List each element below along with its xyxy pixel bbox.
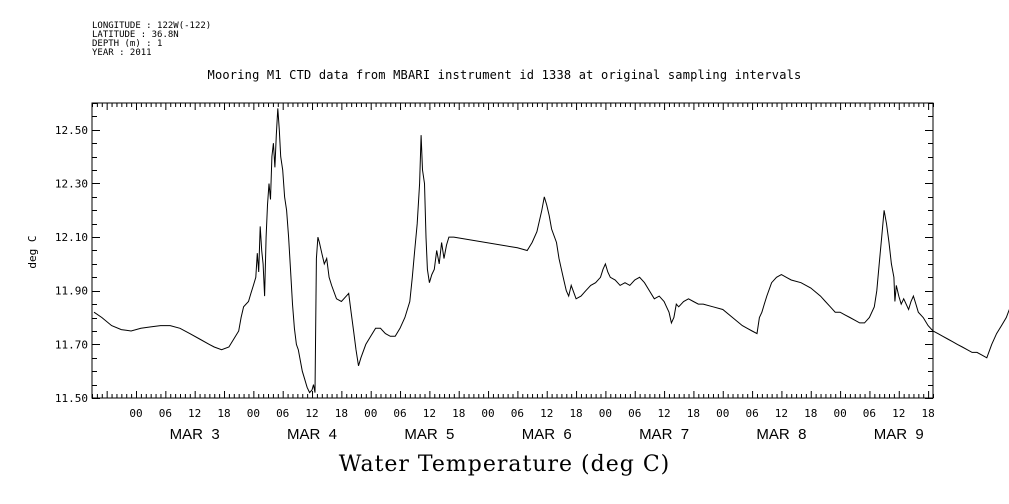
x-tick-label: 12 [188, 407, 201, 420]
day-label: MAR 7 [639, 426, 689, 443]
chart-title: Mooring M1 CTD data from MBARI instrumen… [207, 68, 802, 82]
x-tick-label: 12 [423, 407, 436, 420]
x-tick-label: 00 [247, 407, 260, 420]
day-label: MAR 6 [522, 426, 572, 443]
day-label: MAR 9 [874, 426, 924, 443]
longitude-text: LONGITUDE : 122W(-122) [92, 21, 212, 31]
x-tick-label: 00 [599, 407, 612, 420]
x-tick-label: 06 [393, 407, 406, 420]
y-tick-label: 11.70 [55, 338, 88, 351]
day-label: MAR 8 [756, 426, 806, 443]
year-text: YEAR : 2011 [92, 48, 152, 58]
x-tick-label: 18 [335, 407, 348, 420]
temperature-series-line [93, 108, 1009, 394]
x-tick-label: 06 [276, 407, 289, 420]
x-tick-label: 00 [833, 407, 846, 420]
day-label: MAR 3 [170, 426, 220, 443]
x-tick-label: 06 [745, 407, 758, 420]
x-tick-label: 06 [863, 407, 876, 420]
y-axis-label: deg C [26, 235, 39, 268]
x-tick-label: 18 [804, 407, 817, 420]
latitude-text: LATITUDE : 36.8N [92, 30, 179, 40]
x-tick-label: 00 [129, 407, 142, 420]
y-tick-label: 12.30 [55, 177, 88, 190]
x-tick-label: 18 [569, 407, 582, 420]
y-tick-label: 12.50 [55, 124, 88, 137]
x-tick-label: 06 [511, 407, 524, 420]
plot-frame [91, 102, 934, 399]
x-tick-label: 18 [921, 407, 934, 420]
metadata-block: LONGITUDE : 122W(-122) LATITUDE : 36.8N … [92, 22, 211, 58]
x-tick-label: 12 [540, 407, 553, 420]
x-tick-label: 00 [716, 407, 729, 420]
x-tick-label: 18 [217, 407, 230, 420]
label-group: 00 06 12 18 00 06 12 18 00 06 12 18 00 06 12 18 00 06 12 18… [55, 124, 935, 443]
x-tick-label: 12 [775, 407, 788, 420]
x-tick-label: 06 [159, 407, 172, 420]
y-tick-label: 12.10 [55, 231, 88, 244]
x-tick-label: 12 [657, 407, 670, 420]
x-axis-title: Water Temperature (deg C) [338, 452, 671, 477]
x-tick-label: 12 [305, 407, 318, 420]
x-tick-label: 00 [364, 407, 377, 420]
x-tick-label: 12 [892, 407, 905, 420]
x-tick-label: 18 [452, 407, 465, 420]
depth-text: DEPTH (m) : 1 [92, 39, 163, 49]
y-tick-label: 11.50 [55, 392, 88, 405]
x-tick-label: 06 [628, 407, 641, 420]
x-tick-label: 18 [687, 407, 700, 420]
day-label: MAR 5 [404, 426, 454, 443]
y-tick-label: 11.90 [55, 285, 88, 298]
tick-group [92, 103, 934, 399]
x-tick-label: 00 [481, 407, 494, 420]
day-label: MAR 4 [287, 426, 337, 443]
